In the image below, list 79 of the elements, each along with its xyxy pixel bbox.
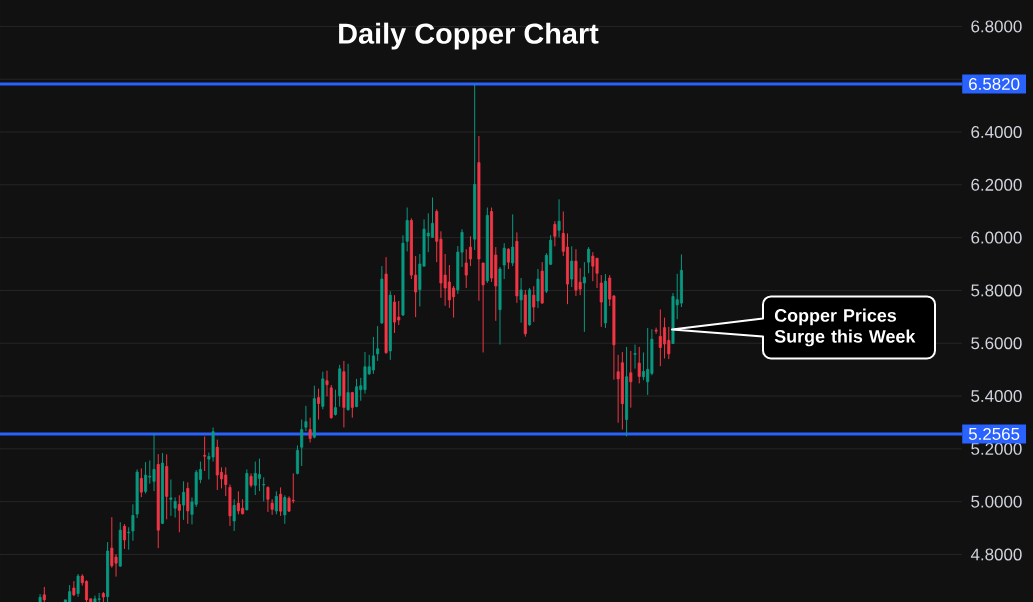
candlestick — [258, 458, 261, 492]
y-tick-label: 6.4000 — [971, 126, 1022, 138]
candlestick — [363, 351, 367, 395]
candlestick — [641, 351, 645, 381]
candlestick — [85, 579, 88, 602]
candlestick — [274, 490, 278, 515]
y-tick-label: 5.8000 — [971, 284, 1022, 297]
candlestick — [591, 251, 595, 282]
y-tick-label: 5.0000 — [971, 495, 1022, 508]
candlestick — [236, 490, 240, 515]
candlestick — [152, 432, 156, 492]
candlestick — [452, 285, 456, 319]
y-tick-label: 5.6000 — [971, 337, 1022, 350]
candlestick — [355, 378, 359, 408]
candlestick — [646, 327, 650, 396]
y-tick-label: 5.2000 — [971, 442, 1022, 455]
y-tick-label: 6.0000 — [971, 231, 1022, 244]
candlestick — [536, 268, 540, 309]
candlestick — [667, 326, 671, 360]
candlestick — [177, 494, 181, 533]
candlestick — [511, 213, 515, 267]
candlestick — [283, 494, 287, 525]
candlestick — [232, 498, 236, 532]
candlestick — [279, 486, 283, 517]
candlestick — [376, 325, 380, 362]
candlestick — [464, 248, 468, 289]
candlestick — [654, 327, 658, 335]
text: Daily Copper Chart — [339, 22, 599, 50]
candlestick — [144, 461, 148, 494]
candlestick — [658, 308, 662, 367]
candlestick — [317, 388, 321, 421]
candlestick — [570, 245, 574, 288]
candlestick — [506, 247, 510, 270]
candlestick — [447, 264, 451, 309]
candlestick — [595, 257, 599, 289]
candlestick — [262, 476, 266, 502]
candlestick — [122, 523, 126, 550]
annotation: Copper Prices Surge this Week — [774, 308, 916, 347]
candlestick — [633, 344, 637, 370]
candlestick — [333, 389, 337, 417]
candlestick — [557, 198, 561, 238]
candlestick — [637, 346, 641, 384]
ref-line-label: 5.2565 — [968, 427, 1020, 440]
candlestick — [468, 235, 472, 267]
candlestick — [663, 317, 667, 360]
candlestick — [430, 196, 434, 239]
ref-line-label: 6.5820 — [969, 77, 1020, 90]
candlestick — [266, 485, 270, 513]
y-tick-label: 5.4000 — [971, 390, 1022, 403]
candlestick — [405, 207, 409, 252]
candlestick — [397, 300, 401, 326]
y-tick-label: 6.8000 — [971, 20, 1022, 33]
candlestick — [587, 246, 591, 274]
candlestick — [169, 478, 173, 517]
candlestick — [76, 573, 80, 598]
candlestick — [300, 419, 304, 467]
candlestick — [371, 336, 375, 375]
candlestick — [393, 294, 397, 334]
candlestick — [304, 405, 308, 432]
candlestick — [553, 220, 557, 247]
candlestick — [599, 274, 603, 328]
candlestick — [203, 435, 207, 472]
candlestick — [519, 277, 523, 324]
candlestick — [295, 444, 299, 475]
candlestick — [629, 350, 633, 409]
candlestick — [502, 242, 506, 280]
y-tick-label: 6.2000 — [971, 178, 1022, 191]
candlestick — [532, 285, 536, 323]
candlestick — [139, 467, 143, 498]
candlestick — [127, 526, 131, 551]
candlestick — [182, 480, 186, 521]
candlestick — [350, 391, 354, 419]
candlestick — [186, 481, 190, 525]
candlestick — [224, 466, 228, 497]
candlestick — [582, 261, 586, 333]
y-tick-label: 4.8000 — [970, 548, 1022, 561]
candlestick — [308, 417, 312, 444]
candlestick — [346, 363, 350, 412]
candlestick — [253, 461, 257, 496]
